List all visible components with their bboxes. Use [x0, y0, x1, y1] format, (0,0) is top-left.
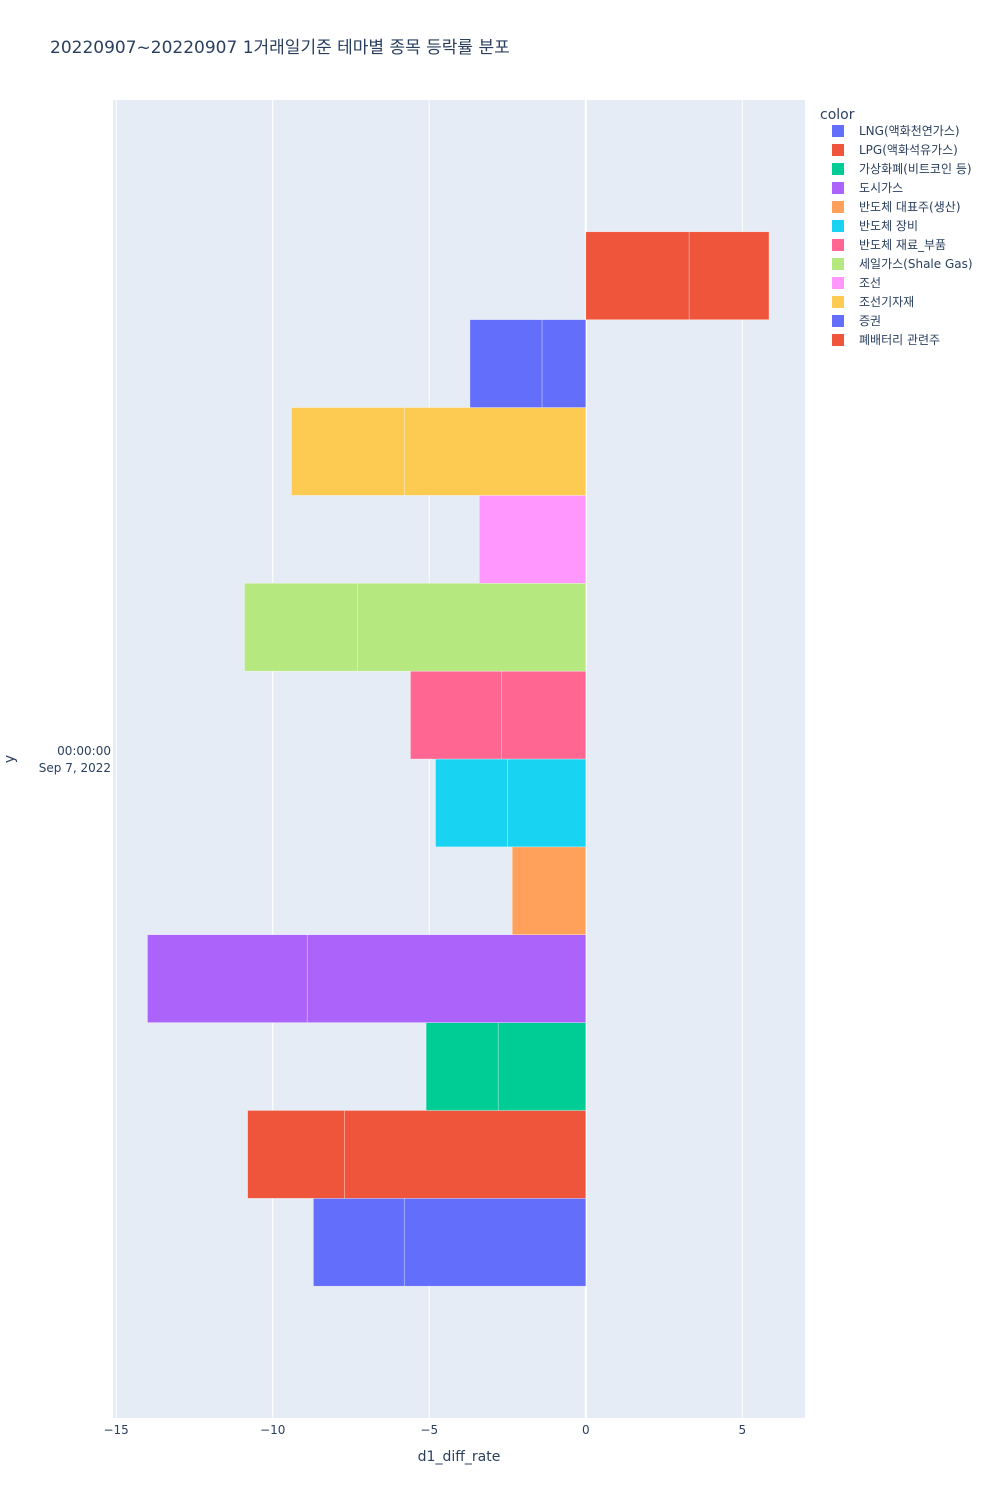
legend-item-label[interactable]: 가상화폐(비트코인 등)	[859, 162, 972, 176]
bar-segment	[244, 583, 358, 672]
x-tick-label: 5	[739, 1423, 747, 1437]
x-tick-label: −10	[260, 1423, 285, 1437]
bar-segment	[403, 1198, 587, 1287]
bar-segment	[425, 1022, 499, 1111]
legend-item-label[interactable]: 조선	[859, 276, 881, 290]
legend-swatch[interactable]	[832, 334, 844, 346]
legend-swatch[interactable]	[832, 144, 844, 156]
legend-item-label[interactable]: 세일가스(Shale Gas)	[859, 257, 973, 271]
legend-swatch[interactable]	[832, 315, 844, 327]
bar-segment	[497, 1022, 587, 1111]
legend-swatch[interactable]	[832, 239, 844, 251]
legend-item-label[interactable]: LNG(액화천연가스)	[859, 123, 960, 138]
bar-segment	[541, 319, 587, 408]
bar-segment	[585, 231, 690, 320]
bar-segment	[356, 583, 587, 672]
legend-title: color	[820, 107, 855, 123]
bar-segment	[688, 231, 770, 320]
x-tick-label: −5	[420, 1423, 438, 1437]
legend-item-label[interactable]: 조선기자재	[859, 295, 914, 309]
x-tick-label: −15	[103, 1423, 128, 1437]
bars	[147, 231, 770, 1287]
y-axis-title: y	[2, 755, 18, 763]
bar-segment	[247, 1110, 345, 1199]
bar-segment	[291, 407, 405, 496]
bar-segment	[313, 1198, 405, 1287]
bar-segment	[344, 1110, 587, 1199]
y-tick-label: 00:00:00	[57, 744, 111, 758]
y-tick-label: Sep 7, 2022	[39, 761, 111, 775]
x-axis-ticks: −15 −10 −5 0 5	[103, 1423, 746, 1437]
y-axis-ticks: 00:00:00 Sep 7, 2022	[39, 744, 111, 775]
legend-swatch[interactable]	[832, 220, 844, 232]
legend-item-label[interactable]: LPG(액화석유가스)	[859, 143, 958, 157]
bar-segment	[501, 670, 587, 760]
bar-segment	[147, 934, 308, 1023]
legend-item-label[interactable]: 도시가스	[859, 181, 903, 195]
legend-item-label[interactable]: 증권	[859, 314, 881, 328]
legend-item-label[interactable]: 반도체 대표주(생산)	[859, 200, 961, 214]
legend-swatch[interactable]	[832, 125, 844, 137]
legend-swatch[interactable]	[832, 277, 844, 289]
bar-segment	[511, 846, 587, 935]
legend-swatch[interactable]	[832, 201, 844, 213]
bar-segment	[410, 670, 502, 760]
x-axis-title: d1_diff_rate	[418, 1449, 501, 1465]
bar-segment	[435, 758, 508, 848]
legend-item-label[interactable]: 반도체 재료_부품	[859, 238, 946, 252]
bar-segment	[469, 319, 543, 408]
bar-segment	[403, 407, 587, 496]
bar-segment	[507, 758, 587, 848]
legend-swatch[interactable]	[832, 296, 844, 308]
x-tick-label: 0	[582, 1423, 590, 1437]
chart-title: 20220907~20220907 1거래일기준 테마별 종목 등락률 분포	[50, 38, 510, 58]
legend[interactable]: color LNG(액화천연가스) LPG(액화석유가스) 가상화폐(비트코인 등)…	[820, 107, 973, 347]
bar-segment	[306, 934, 587, 1023]
legend-swatch[interactable]	[832, 163, 844, 175]
legend-swatch[interactable]	[832, 258, 844, 270]
legend-swatch[interactable]	[832, 182, 844, 194]
legend-item-label[interactable]: 폐배터리 관련주	[859, 333, 940, 347]
legend-item-label[interactable]: 반도체 장비	[859, 219, 918, 233]
bar-segment	[479, 495, 587, 584]
